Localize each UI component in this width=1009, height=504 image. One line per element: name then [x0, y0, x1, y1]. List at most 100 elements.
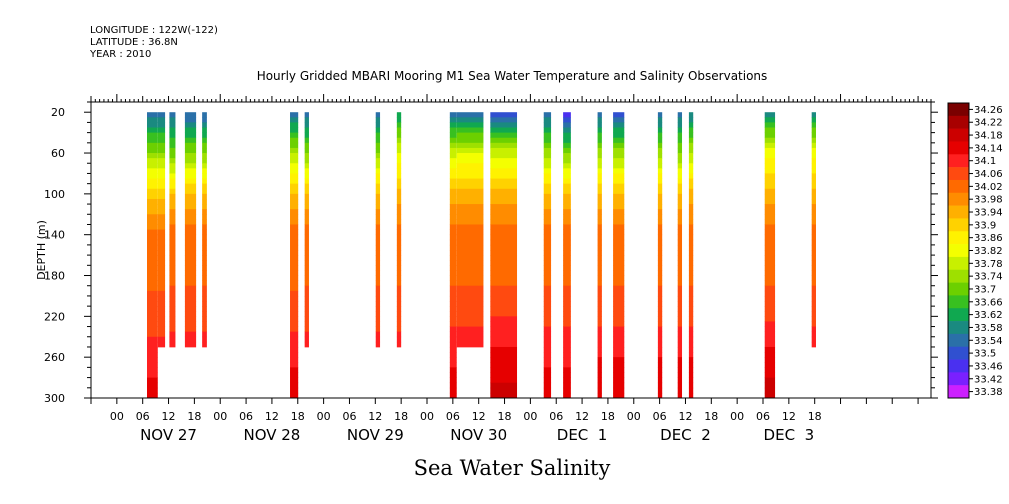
- salinity-cell: [169, 147, 176, 154]
- salinity-cell: [202, 295, 207, 302]
- salinity-cell: [157, 326, 166, 333]
- salinity-cell: [157, 270, 166, 276]
- salinity-cell: [375, 168, 381, 174]
- salinity-cell: [396, 295, 402, 302]
- salinity-cell: [169, 316, 176, 322]
- salinity-cell: [677, 311, 683, 317]
- salinity-cell: [449, 290, 457, 297]
- colorbar-label: 33.78: [974, 259, 1003, 270]
- salinity-cell: [597, 239, 602, 246]
- colorbar-swatch: [948, 346, 969, 360]
- salinity-cell: [490, 209, 518, 215]
- x-hour-tick-label: 00: [213, 410, 227, 423]
- salinity-cell: [597, 188, 602, 195]
- salinity-cell: [375, 142, 381, 149]
- salinity-cell: [490, 311, 518, 317]
- salinity-cell: [490, 357, 518, 363]
- salinity-cell: [490, 137, 518, 144]
- salinity-cell: [563, 331, 571, 338]
- salinity-cell: [688, 357, 694, 363]
- salinity-cell: [764, 346, 776, 353]
- salinity-cell: [396, 163, 402, 169]
- salinity-cell: [375, 239, 381, 246]
- salinity-cell: [613, 137, 625, 144]
- salinity-cell: [811, 193, 816, 200]
- x-hour-tick-label: 12: [162, 410, 176, 423]
- salinity-cell: [657, 280, 663, 287]
- salinity-cell: [304, 290, 309, 297]
- salinity-cell: [157, 244, 166, 251]
- salinity-cell: [202, 239, 207, 246]
- salinity-cell: [184, 183, 197, 190]
- salinity-cell: [613, 224, 625, 230]
- salinity-cell: [490, 280, 518, 287]
- salinity-cell: [449, 163, 457, 169]
- salinity-cell: [657, 331, 663, 338]
- salinity-cell: [490, 188, 518, 195]
- salinity-cell: [202, 311, 207, 317]
- salinity-cell: [304, 163, 309, 169]
- salinity-cell: [677, 295, 683, 302]
- salinity-cell: [184, 163, 197, 169]
- salinity-cell: [688, 188, 694, 195]
- salinity-cell: [811, 316, 816, 322]
- salinity-cell: [764, 198, 776, 205]
- salinity-cell: [657, 163, 663, 169]
- salinity-cell: [613, 321, 625, 327]
- salinity-cell: [157, 321, 166, 327]
- salinity-cell: [490, 382, 518, 389]
- salinity-cell: [688, 367, 694, 373]
- salinity-cell: [157, 219, 166, 225]
- salinity-cell: [184, 290, 197, 297]
- salinity-cell: [449, 306, 457, 312]
- salinity-cell: [563, 204, 571, 210]
- salinity-cell: [543, 117, 552, 123]
- salinity-cell: [184, 224, 197, 230]
- salinity-cell: [456, 301, 484, 307]
- salinity-cell: [304, 127, 309, 134]
- salinity-cell: [290, 147, 299, 154]
- salinity-cell: [184, 260, 197, 266]
- x-hour-tick-label: 06: [136, 410, 150, 423]
- salinity-cell: [290, 326, 299, 333]
- salinity-cell: [563, 362, 571, 368]
- x-hour-tick-label: 00: [523, 410, 537, 423]
- salinity-cell: [375, 117, 381, 123]
- salinity-cell: [202, 142, 207, 149]
- salinity-cell: [764, 117, 776, 123]
- salinity-cell: [184, 214, 197, 220]
- salinity-cell: [657, 367, 663, 373]
- salinity-cell: [157, 204, 166, 210]
- salinity-cell: [290, 224, 299, 230]
- salinity-cell: [147, 137, 158, 144]
- salinity-cell: [184, 204, 197, 210]
- salinity-cell: [543, 234, 552, 241]
- salinity-cell: [688, 275, 694, 282]
- salinity-cell: [597, 193, 602, 200]
- colorbar-label: 33.82: [974, 246, 1003, 257]
- salinity-cell: [677, 198, 683, 205]
- salinity-cell: [613, 193, 625, 200]
- salinity-cell: [157, 234, 166, 241]
- salinity-cell: [147, 260, 158, 266]
- y-tick-label: 180: [44, 270, 65, 283]
- salinity-cell: [688, 392, 694, 399]
- salinity-cell: [597, 178, 602, 185]
- salinity-cell: [764, 250, 776, 256]
- salinity-cell: [290, 132, 299, 139]
- salinity-cell: [543, 224, 552, 230]
- salinity-cell: [764, 280, 776, 287]
- salinity-cell: [147, 321, 158, 327]
- salinity-cell: [202, 290, 207, 297]
- salinity-cell: [490, 132, 518, 139]
- salinity-cell: [184, 229, 197, 236]
- salinity-cell: [290, 382, 299, 389]
- salinity-cell: [184, 285, 197, 292]
- salinity-cell: [456, 168, 484, 174]
- salinity-cell: [688, 346, 694, 353]
- salinity-cell: [490, 163, 518, 169]
- salinity-cell: [147, 311, 158, 317]
- salinity-cell: [677, 270, 683, 276]
- salinity-cell: [456, 193, 484, 200]
- salinity-cell: [490, 117, 518, 123]
